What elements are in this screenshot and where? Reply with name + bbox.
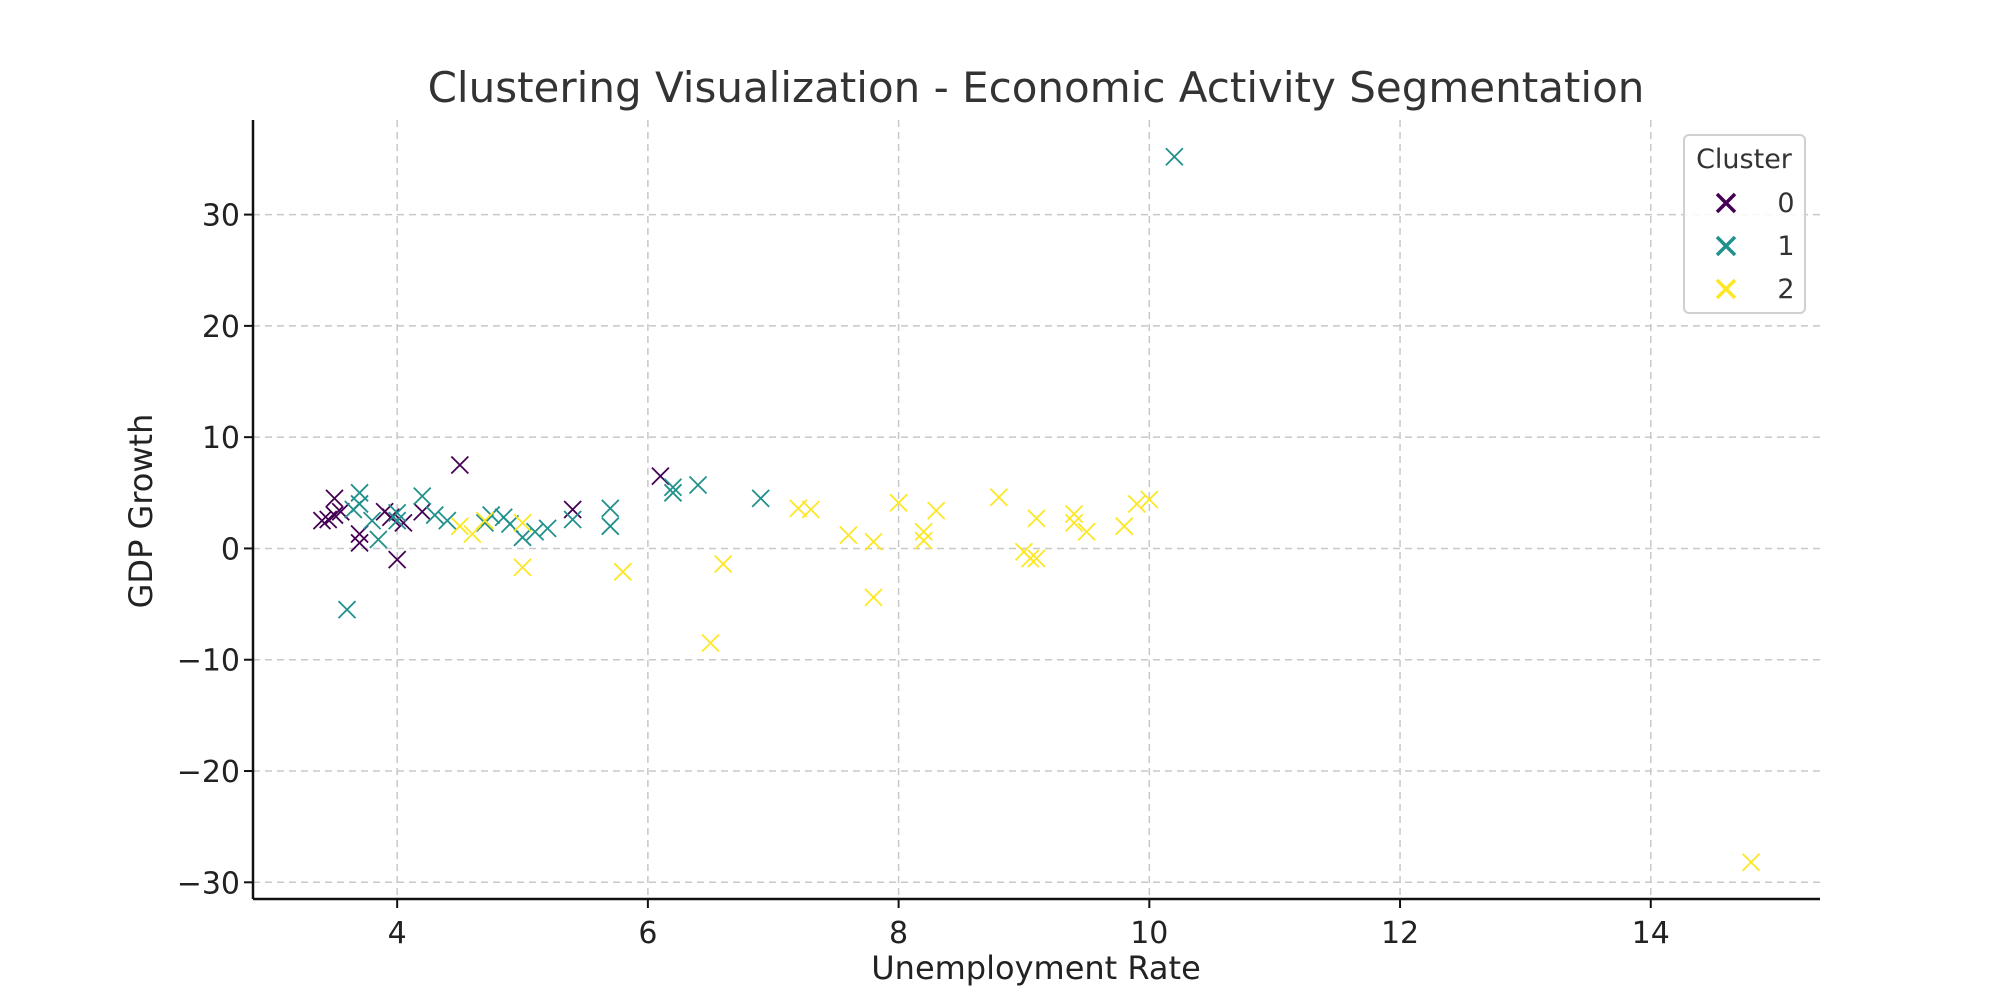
data-point-cluster-2: [1027, 549, 1046, 568]
legend-marker-cluster-1: [1715, 235, 1737, 257]
data-point-cluster-2: [513, 558, 532, 577]
data-point-cluster-2: [801, 500, 820, 519]
series-2-points: [450, 488, 1761, 872]
data-point-cluster-1: [413, 487, 432, 506]
data-point-cluster-2: [1077, 522, 1096, 541]
x-tick-label: 10: [1130, 916, 1168, 951]
data-point-cluster-2: [1140, 490, 1159, 509]
chart-title: Clustering Visualization - Economic Acti…: [428, 63, 1645, 112]
y-tick-label: 0: [221, 532, 240, 567]
x-tick-label: 14: [1632, 916, 1670, 951]
data-point-cluster-2: [864, 588, 883, 607]
data-point-cluster-2: [1027, 509, 1046, 528]
legend-title: Cluster: [1696, 144, 1793, 175]
data-point-cluster-1: [663, 483, 683, 502]
data-point-cluster-2: [475, 511, 495, 530]
data-point-cluster-2: [1115, 517, 1134, 536]
data-point-cluster-2: [1064, 513, 1084, 532]
data-point-cluster-2: [914, 531, 933, 550]
legend-frame: [1683, 134, 1806, 314]
data-point-cluster-1: [688, 475, 708, 495]
data-point-cluster-2: [701, 633, 720, 653]
x-axis-label: Unemployment Rate: [871, 949, 1201, 987]
y-tick-label: −30: [177, 866, 240, 901]
data-point-cluster-0: [325, 489, 344, 508]
data-point-cluster-0: [312, 511, 332, 530]
data-point-cluster-1: [1165, 147, 1184, 166]
legend-label-cluster-0: 0: [1777, 188, 1794, 219]
data-point-cluster-2: [989, 488, 1009, 507]
data-point-cluster-1: [751, 489, 770, 508]
y-axis-label: GDP Growth: [122, 414, 160, 609]
data-point-cluster-0: [388, 550, 407, 569]
data-point-cluster-0: [651, 466, 670, 486]
legend: Cluster 0 1 2: [1683, 134, 1806, 314]
data-point-cluster-1: [425, 505, 444, 525]
data-point-cluster-0: [325, 505, 344, 525]
y-tick-label: −20: [177, 755, 240, 790]
data-point-cluster-2: [713, 554, 733, 574]
data-point-cluster-2: [914, 522, 933, 541]
legend-marker-cluster-2: [1715, 278, 1737, 300]
data-point-cluster-2: [1127, 494, 1146, 514]
data-point-cluster-2: [1021, 549, 1040, 568]
data-point-cluster-1: [563, 510, 582, 529]
y-tick-label: −10: [177, 644, 240, 679]
data-point-cluster-1: [601, 517, 620, 536]
data-point-cluster-1: [369, 530, 388, 549]
data-point-cluster-0: [413, 502, 432, 521]
x-tick-label: 4: [388, 916, 407, 951]
x-tick-label: 12: [1381, 916, 1419, 951]
series-1-points: [337, 147, 1184, 619]
y-tick-label: 30: [202, 199, 240, 234]
data-point-cluster-2: [450, 517, 469, 536]
data-point-cluster-1: [525, 522, 545, 541]
data-point-cluster-1: [388, 503, 407, 522]
legend-label-cluster-2: 2: [1777, 274, 1794, 305]
data-point-cluster-1: [513, 528, 532, 547]
data-point-cluster-2: [839, 525, 858, 545]
data-point-cluster-0: [563, 500, 582, 519]
data-point-cluster-2: [927, 501, 946, 520]
data-point-cluster-1: [538, 519, 557, 538]
legend-label-cluster-1: 1: [1777, 231, 1794, 262]
data-point-cluster-2: [1741, 853, 1761, 872]
data-point-cluster-1: [350, 494, 369, 514]
x-tick-label: 8: [889, 916, 908, 951]
x-tick-label: 6: [638, 916, 657, 951]
legend-marker-cluster-0: [1715, 192, 1737, 214]
axes-layer: [251, 120, 1820, 901]
series-0-points: [312, 455, 670, 569]
legend-entries: 0 1 2: [1715, 188, 1795, 305]
data-point-cluster-1: [362, 511, 382, 530]
y-tick-label: 10: [202, 421, 240, 456]
data-point-cluster-2: [513, 513, 532, 532]
data-point-cluster-1: [601, 499, 620, 518]
y-tick-label: 20: [202, 310, 240, 345]
data-point-cluster-0: [350, 533, 369, 553]
data-point-cluster-0: [450, 455, 469, 475]
grid-layer: [253, 120, 1820, 899]
data-point-cluster-1: [388, 511, 407, 530]
data-point-cluster-2: [613, 562, 632, 581]
points-layer: [312, 147, 1761, 872]
data-point-cluster-2: [889, 493, 908, 512]
data-point-cluster-0: [394, 513, 413, 532]
ticks-layer: 4 6 8 10 12 14 −30 −20 −10 0 10 20 30: [177, 199, 1670, 951]
data-point-cluster-1: [475, 513, 495, 532]
data-point-cluster-1: [337, 600, 357, 619]
data-point-cluster-1: [663, 478, 683, 497]
data-point-cluster-2: [864, 532, 883, 551]
data-point-cluster-1: [438, 511, 457, 530]
data-point-cluster-2: [1064, 504, 1084, 524]
